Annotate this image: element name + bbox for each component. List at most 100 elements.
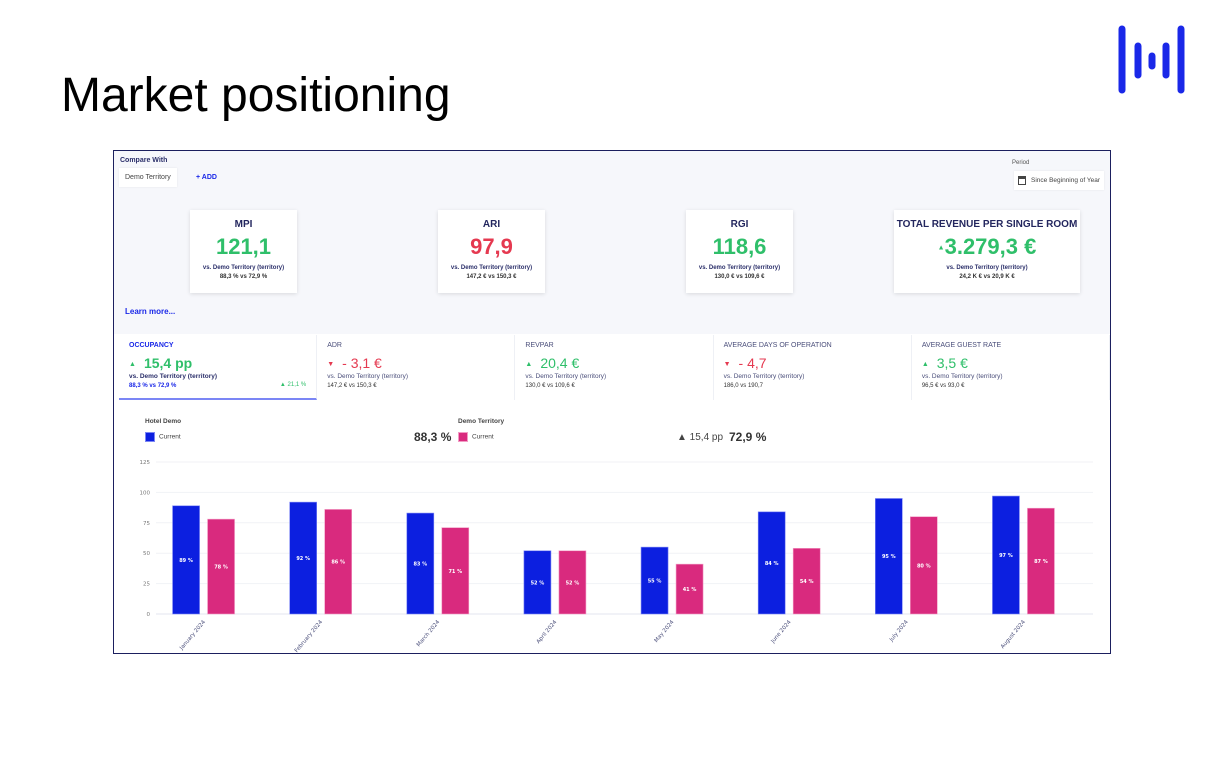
tab-revpar[interactable]: REVPAR ▲ 20,4 € vs. Demo Territory (terri… xyxy=(515,335,714,400)
summary-area: Compare With Demo Territory + ADD Period… xyxy=(114,151,1110,334)
compare-select[interactable]: Demo Territory xyxy=(119,168,177,187)
card-sub: vs. Demo Territory (territory) xyxy=(450,265,533,271)
period-select[interactable]: Since Beginning of Year xyxy=(1014,171,1105,190)
bar-data-label: 97 % xyxy=(999,553,1013,559)
bar-data-label: 80 % xyxy=(917,563,931,569)
bar-hotel xyxy=(172,505,200,615)
tab-pct-change: ▲ 21,1 % xyxy=(279,382,307,388)
bar-data-label: 92 % xyxy=(296,556,310,562)
bar-territory xyxy=(441,527,470,615)
trend-up-icon: ▲ xyxy=(525,360,533,368)
y-tick-label: 125 xyxy=(140,460,151,466)
kpi-card-mpi: MPI 121,1 vs. Demo Territory (territory)… xyxy=(190,210,297,293)
kpi-card-total-revenue: TOTAL REVENUE PER SINGLE ROOM ▲3.279,3 €… xyxy=(894,210,1080,293)
card-value: 3.279,3 € xyxy=(944,234,1037,259)
card-compare: 147,2 € vs 150,3 € xyxy=(466,274,517,280)
y-tick-label: 100 xyxy=(140,490,151,496)
calendar-icon xyxy=(1018,176,1026,185)
bar-data-label: 55 % xyxy=(648,579,662,585)
bar-data-label: 54 % xyxy=(800,579,814,585)
bar-hotel xyxy=(757,511,786,615)
kpi-card-ari: ARI 97,9 vs. Demo Territory (territory) … xyxy=(438,210,545,293)
tab-label: REVPAR xyxy=(525,342,554,349)
bar-hotel xyxy=(640,546,669,615)
bar-territory xyxy=(207,518,235,615)
y-tick-label: 0 xyxy=(147,612,151,618)
card-title: TOTAL REVENUE PER SINGLE ROOM xyxy=(896,219,1078,230)
trend-up-icon: ▲ xyxy=(129,360,136,368)
kpi-card-rgi: RGI 118,6 vs. Demo Territory (territory)… xyxy=(686,210,793,293)
period-value: Since Beginning of Year xyxy=(1031,177,1101,185)
tab-occupancy[interactable]: OCCUPANCY ▲ 15,4 pp vs. Demo Territory (t… xyxy=(119,335,318,400)
compare-label: Compare With xyxy=(120,157,168,164)
x-tick-label: June 2024 xyxy=(770,619,793,645)
card-compare: 130,0 € vs 109,6 € xyxy=(714,274,765,280)
legend-text: Current xyxy=(472,433,494,441)
tab-compare: 147,2 € vs 150,3 € xyxy=(327,383,377,389)
legend-territory-current[interactable]: Current xyxy=(458,432,494,442)
y-tick-label: 25 xyxy=(143,582,150,588)
y-tick-label: 75 xyxy=(143,521,150,527)
x-tick-label: July 2024 xyxy=(888,619,910,644)
x-tick-label: March 2024 xyxy=(416,619,442,648)
trend-down-icon: ▼ xyxy=(327,360,335,368)
bar-data-label: 84 % xyxy=(765,561,779,567)
card-value: 97,9 xyxy=(470,234,513,259)
bar-data-label: 78 % xyxy=(214,565,228,571)
metric-tabs: OCCUPANCY ▲ 15,4 pp vs. Demo Territory (t… xyxy=(119,335,1110,400)
tab-label: ADR xyxy=(327,342,342,349)
card-compare: 24,2 K € vs 20,9 K € xyxy=(959,274,1015,280)
occupancy-bar-chart: 0 25 50 75 100 125 89 % 78 % January 2024 92 % 86 … xyxy=(140,460,1093,653)
tab-adr[interactable]: ADR ▼ - 3,1 € vs. Demo Territory (territo… xyxy=(317,335,516,400)
card-title: RGI xyxy=(730,219,749,230)
tab-value: 15,4 pp xyxy=(143,355,193,371)
bar-data-label: 87 % xyxy=(1034,559,1048,565)
territory-value: 72,9 % xyxy=(729,430,767,444)
tab-label: OCCUPANCY xyxy=(129,342,174,349)
x-tick-label: April 2024 xyxy=(536,619,559,645)
territory-swatch xyxy=(458,432,468,442)
bar-territory xyxy=(675,563,704,615)
x-tick-label: May 2024 xyxy=(654,619,676,644)
bar-territory xyxy=(324,509,352,615)
period-label: Period xyxy=(1012,160,1030,166)
tab-value: - 3,1 € xyxy=(342,355,382,371)
tab-average-days-of-operation[interactable]: AVERAGE DAYS OF OPERATION ▼ - 4,7 vs. Dem… xyxy=(714,335,912,400)
card-sub: vs. Demo Territory (territory) xyxy=(202,265,285,271)
bar-data-label: 71 % xyxy=(448,569,462,575)
legend-hotel-label: Hotel Demo xyxy=(145,418,182,425)
card-sub: vs. Demo Territory (territory) xyxy=(698,265,781,271)
bar-territory xyxy=(792,548,821,615)
bar-territory xyxy=(1027,507,1055,615)
bar-data-label: 86 % xyxy=(331,560,345,566)
tab-average-guest-rate[interactable]: AVERAGE GUEST RATE ▲ 3,5 € vs. Demo Terri… xyxy=(912,335,1110,400)
tab-sub: vs. Demo Territory (territory) xyxy=(723,373,805,380)
bar-hotel xyxy=(992,495,1020,615)
learn-more-link[interactable]: Learn more... xyxy=(125,307,176,316)
trend-down-icon: ▼ xyxy=(723,360,731,368)
tab-sub: vs. Demo Territory (territory) xyxy=(327,373,408,380)
legend-hotel-current[interactable]: Current xyxy=(145,432,181,442)
tab-sub: vs. Demo Territory (territory) xyxy=(921,373,1003,380)
card-title: ARI xyxy=(482,219,501,230)
trend-up-icon: ▲ xyxy=(921,360,929,368)
slide-title: Market positioning xyxy=(61,69,451,122)
bar-data-label: 89 % xyxy=(179,558,193,564)
tab-label: AVERAGE DAYS OF OPERATION xyxy=(723,342,832,349)
bar-data-label: 52 % xyxy=(566,580,580,586)
legend-territory-label: Demo Territory xyxy=(458,418,505,425)
add-compare-button[interactable]: + ADD xyxy=(196,174,217,181)
bar-hotel xyxy=(289,501,317,615)
bar-hotel xyxy=(875,498,903,615)
tab-label: AVERAGE GUEST RATE xyxy=(921,342,1002,349)
y-tick-label: 50 xyxy=(143,551,150,557)
tab-sub: vs. Demo Territory (territory) xyxy=(129,373,218,380)
card-compare: 88,3 % vs 72,9 % xyxy=(219,274,268,280)
card-sub: vs. Demo Territory (territory) xyxy=(946,265,1028,271)
hotel-swatch xyxy=(145,432,155,442)
hotel-value: 88,3 % xyxy=(414,430,452,444)
trend-up-icon: ▲ xyxy=(937,244,945,252)
delta-value: ▲ 15,4 pp xyxy=(677,432,724,443)
card-value: 121,1 xyxy=(215,234,272,259)
tab-value: - 4,7 xyxy=(738,355,767,371)
